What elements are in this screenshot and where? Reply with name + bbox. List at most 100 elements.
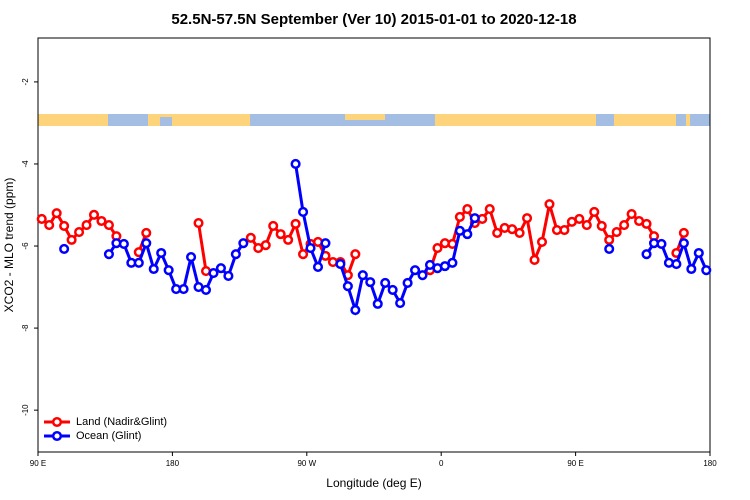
point-marker xyxy=(462,229,473,240)
point-marker xyxy=(454,211,465,222)
point-marker xyxy=(619,220,630,231)
point-marker xyxy=(44,220,55,231)
point-marker xyxy=(59,243,70,254)
point-marker xyxy=(447,257,458,268)
point-marker xyxy=(581,220,592,231)
x-tick-label: 90 E xyxy=(567,459,583,468)
point-marker xyxy=(536,236,548,247)
point-marker xyxy=(365,277,376,288)
point-marker xyxy=(103,220,114,231)
point-marker xyxy=(312,261,324,273)
point-marker xyxy=(215,263,226,274)
point-marker xyxy=(305,243,316,254)
y-tick-label: -10 xyxy=(21,404,30,416)
point-marker xyxy=(141,227,152,238)
x-tick-label: 90 E xyxy=(30,459,46,468)
point-marker xyxy=(604,243,615,254)
point-marker xyxy=(290,218,301,229)
point-marker xyxy=(402,277,413,289)
point-marker xyxy=(335,259,346,270)
point-marker xyxy=(230,249,241,260)
y-tick-label: -8 xyxy=(21,324,30,332)
point-marker xyxy=(290,158,301,170)
point-marker xyxy=(522,213,533,224)
point-marker xyxy=(268,220,279,231)
point-marker xyxy=(200,284,212,295)
point-marker xyxy=(372,298,383,309)
point-marker xyxy=(223,270,234,282)
point-marker xyxy=(320,238,331,249)
legend-marker xyxy=(51,430,63,442)
point-marker xyxy=(469,213,480,224)
point-marker xyxy=(298,206,309,218)
point-marker xyxy=(245,232,256,243)
point-marker xyxy=(118,238,129,250)
point-marker xyxy=(238,238,249,249)
point-marker xyxy=(484,204,495,215)
point-marker xyxy=(507,224,518,235)
point-marker xyxy=(103,249,114,260)
x-tick-label: 180 xyxy=(703,459,717,468)
point-marker xyxy=(544,199,555,210)
point-marker xyxy=(193,217,204,229)
point-marker xyxy=(641,218,652,229)
x-tick-label: 90 W xyxy=(297,459,316,468)
point-marker xyxy=(342,281,353,292)
legend-label: Land (Nadir&Glint) xyxy=(76,416,167,428)
point-marker xyxy=(611,227,622,238)
legend-marker xyxy=(51,416,63,428)
point-marker xyxy=(514,227,525,238)
point-marker xyxy=(357,270,368,281)
y-tick-label: -2 xyxy=(21,78,30,86)
point-marker xyxy=(417,270,428,281)
point-marker xyxy=(260,240,271,251)
x-tick-label: 180 xyxy=(166,459,180,468)
plot-frame xyxy=(37,37,711,453)
y-tick-label: -6 xyxy=(21,242,30,250)
point-marker xyxy=(36,213,47,224)
point-marker xyxy=(656,238,667,250)
point-marker xyxy=(88,209,100,220)
point-marker xyxy=(671,259,682,270)
point-marker xyxy=(604,234,615,245)
point-marker xyxy=(626,208,637,220)
point-marker xyxy=(574,213,585,224)
point-marker xyxy=(678,238,689,249)
map-strip xyxy=(38,114,710,126)
point-marker xyxy=(186,252,197,263)
point-marker xyxy=(51,208,62,219)
x-tick-label: 0 xyxy=(439,459,444,468)
point-marker xyxy=(686,263,697,275)
point-marker xyxy=(410,265,421,276)
x-axis-label: Longitude (deg E) xyxy=(326,476,421,490)
point-marker xyxy=(298,249,309,260)
point-marker xyxy=(529,254,540,266)
point-marker xyxy=(462,204,473,215)
point-marker xyxy=(693,247,704,259)
point-marker xyxy=(432,243,443,254)
point-marker xyxy=(701,265,712,276)
point-marker xyxy=(283,234,294,245)
point-marker xyxy=(148,263,159,275)
point-marker xyxy=(641,249,652,260)
point-marker xyxy=(380,277,391,289)
point-marker xyxy=(395,298,406,309)
point-marker xyxy=(492,227,503,238)
point-marker xyxy=(678,227,689,238)
chart-title: 52.5N-57.5N September (Ver 10) 2015-01-0… xyxy=(171,11,576,28)
legend-label: Ocean (Glint) xyxy=(76,430,141,442)
point-marker xyxy=(387,284,398,295)
point-marker xyxy=(66,234,77,245)
point-marker xyxy=(74,227,85,238)
point-marker xyxy=(156,247,167,259)
point-marker xyxy=(350,249,361,260)
point-marker xyxy=(350,304,361,316)
point-marker xyxy=(559,224,570,236)
point-marker xyxy=(275,229,286,240)
point-marker xyxy=(96,215,107,227)
point-marker xyxy=(596,220,607,231)
y-tick-label: -4 xyxy=(21,160,30,168)
point-marker xyxy=(163,265,174,276)
point-marker xyxy=(59,220,70,231)
